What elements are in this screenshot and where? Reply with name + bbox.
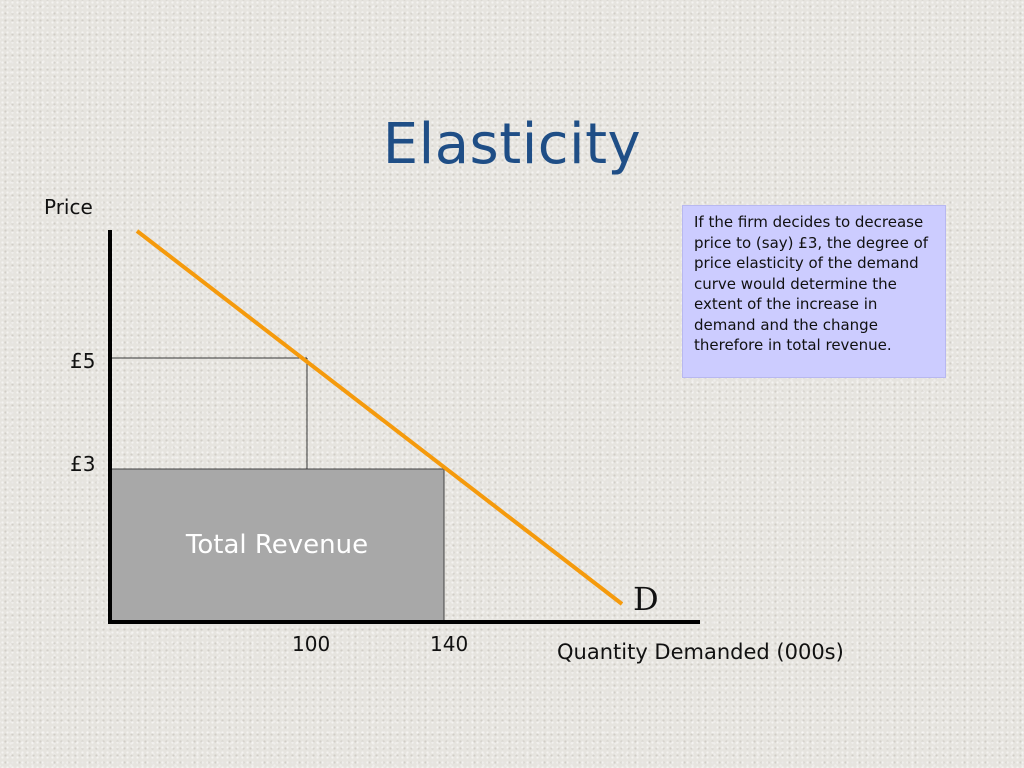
x-tick-label-100: 100 <box>292 632 331 656</box>
y-tick-label-3: £3 <box>70 452 96 476</box>
total-revenue-area <box>109 468 445 623</box>
y-tick-label-5: £5 <box>70 349 96 373</box>
total-revenue-label: Total Revenue <box>185 530 369 560</box>
demand-curve-label: D <box>633 580 659 618</box>
x-axis-title: Quantity Demanded (000s) <box>557 640 844 664</box>
explanation-note: If the firm decides to decrease price to… <box>682 205 946 378</box>
y-axis-title: Price <box>44 195 93 219</box>
demand-curve <box>135 229 624 606</box>
x-tick-label-140: 140 <box>430 632 469 656</box>
slide-title: Elasticity <box>382 112 642 177</box>
